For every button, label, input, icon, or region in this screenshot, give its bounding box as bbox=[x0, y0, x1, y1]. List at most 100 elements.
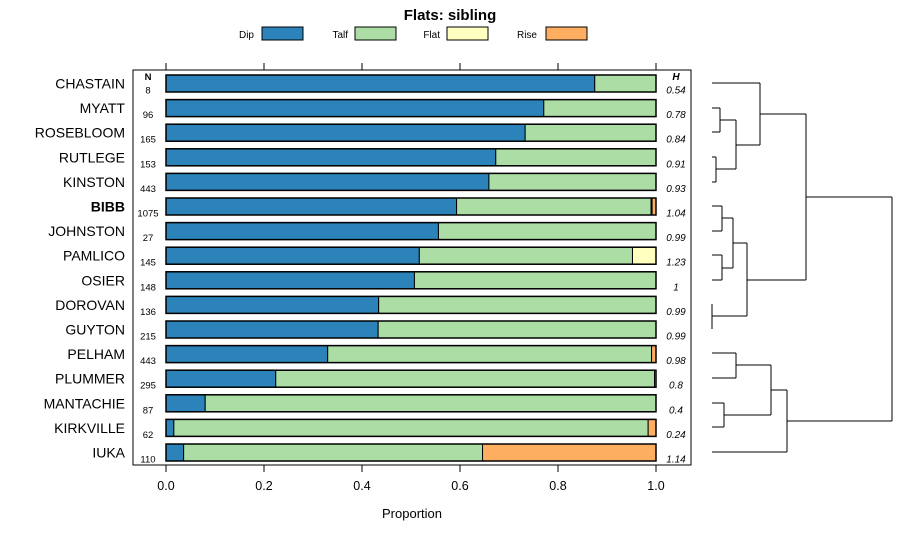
category-label: DOROVAN bbox=[55, 297, 125, 313]
legend-label-flat: Flat bbox=[423, 30, 440, 41]
h-value: 0.4 bbox=[669, 405, 683, 416]
legend-swatch-dip bbox=[261, 26, 304, 41]
x-tick-label: 0.4 bbox=[353, 479, 370, 493]
bar-segment-myatt-talf bbox=[543, 99, 657, 118]
n-value: 87 bbox=[143, 405, 154, 416]
bar-outline-johnston bbox=[165, 221, 657, 241]
x-tick-label: 1.0 bbox=[647, 479, 664, 493]
dendrogram-branch bbox=[711, 114, 892, 329]
legend-label-talf: Talf bbox=[332, 30, 348, 41]
h-value: 1 bbox=[673, 282, 679, 293]
legend-swatch-flat bbox=[446, 26, 489, 41]
h-value: 0.99 bbox=[666, 307, 686, 318]
bar-segment-kirkville-rise bbox=[647, 418, 657, 437]
h-value: 1.04 bbox=[666, 209, 686, 220]
bar-outline-guyton bbox=[165, 320, 657, 339]
h-value: 0.8 bbox=[669, 381, 683, 392]
h-value: 1.23 bbox=[666, 258, 686, 269]
bar-segment-kirkville-dip bbox=[165, 418, 175, 437]
bar-segment-bibb-dip bbox=[165, 197, 458, 216]
n-value: 62 bbox=[143, 430, 154, 441]
n-value: 110 bbox=[140, 455, 155, 466]
chart-legend: Dip Talf Flat Rise bbox=[239, 26, 588, 41]
bar-segment-plummer-dip bbox=[165, 369, 277, 388]
bar-outline-bibb bbox=[165, 197, 657, 216]
h-value: 1.14 bbox=[666, 455, 686, 466]
bar-outline-myatt bbox=[165, 98, 657, 118]
bar-segment-guyton-dip bbox=[165, 320, 379, 339]
bar-segment-pamlico-dip bbox=[165, 246, 420, 265]
h-value: 0.78 bbox=[666, 110, 686, 121]
n-value: 8 bbox=[145, 86, 150, 97]
bar-outline-kirkville bbox=[165, 418, 657, 438]
bars-group bbox=[165, 74, 657, 462]
n-value: 148 bbox=[140, 282, 156, 293]
category-label: CHASTAIN bbox=[55, 76, 125, 92]
bar-segment-pamlico-flat bbox=[631, 246, 657, 265]
dendrogram-branch bbox=[712, 197, 893, 453]
category-labels: CHASTAIN MYATT ROSEBLOOM RUTLEGE KINSTON BIBB… bbox=[35, 76, 126, 461]
bar-outline-plummer bbox=[165, 369, 657, 388]
h-value: 0.24 bbox=[666, 430, 686, 441]
bar-outline-rutlege bbox=[165, 148, 657, 167]
category-label: GUYTON bbox=[65, 322, 125, 338]
h-value: 0.93 bbox=[666, 184, 686, 195]
x-tick-label: 0.6 bbox=[451, 479, 468, 493]
bar-segment-iuka-rise bbox=[482, 443, 657, 462]
n-value: 443 bbox=[140, 184, 156, 195]
bar-segment-pelham-talf bbox=[327, 345, 653, 364]
bar-segment-osier-talf bbox=[413, 271, 657, 290]
category-label: IUKA bbox=[92, 445, 125, 461]
n-value: 443 bbox=[140, 356, 156, 367]
plot-frame bbox=[132, 69, 692, 466]
legend-label-dip: Dip bbox=[239, 30, 254, 41]
bar-outline-dorovan bbox=[165, 295, 657, 315]
bar-segment-iuka-talf bbox=[183, 443, 484, 462]
h-value-labels: 0.54 0.78 0.84 0.91 0.93 1.04 0.99 1.23 1 0.99 0.9… bbox=[666, 86, 686, 466]
bar-segment-pamlico-talf bbox=[418, 246, 633, 265]
category-label: PELHAM bbox=[67, 346, 125, 362]
category-label: KIRKVILLE bbox=[54, 420, 125, 436]
n-value: 165 bbox=[140, 135, 156, 146]
h-value: 0.99 bbox=[666, 233, 686, 244]
n-column-header: N bbox=[145, 72, 152, 83]
bar-segment-plummer-talf bbox=[275, 369, 656, 388]
bar-segment-rosebloom-dip bbox=[165, 123, 526, 142]
bar-segment-rutlege-dip bbox=[165, 148, 497, 167]
legend-swatch-talf bbox=[354, 26, 397, 41]
bar-segment-guyton-talf bbox=[377, 320, 657, 339]
dendrogram bbox=[711, 82, 893, 453]
bar-outline-mantachie bbox=[165, 394, 657, 413]
bar-segment-kinston-talf bbox=[488, 172, 657, 191]
bar-segment-kirkville-talf bbox=[173, 418, 649, 437]
category-label: RUTLEGE bbox=[59, 149, 125, 165]
n-value: 1075 bbox=[137, 209, 158, 220]
n-value: 295 bbox=[140, 381, 156, 392]
category-label: PAMLICO bbox=[63, 248, 125, 264]
bar-segment-pelham-dip bbox=[165, 345, 329, 364]
legend-swatch-rise bbox=[545, 26, 588, 41]
category-label: ROSEBLOOM bbox=[35, 125, 125, 141]
bar-outline-osier bbox=[165, 271, 657, 290]
x-tick-label: 0.8 bbox=[549, 479, 566, 493]
dendrogram-branch bbox=[712, 82, 806, 183]
h-value: 0.98 bbox=[666, 356, 686, 367]
category-label: MYATT bbox=[80, 100, 126, 116]
n-value: 153 bbox=[140, 159, 156, 170]
category-label: MANTACHIE bbox=[44, 395, 125, 411]
n-value: 215 bbox=[140, 332, 156, 343]
x-axis-label: Proportion bbox=[382, 506, 442, 521]
bar-segment-chastain-talf bbox=[594, 74, 657, 93]
x-tick-label: 0.0 bbox=[157, 479, 174, 493]
bar-segment-myatt-dip bbox=[165, 99, 545, 118]
bar-segment-rosebloom-talf bbox=[524, 123, 657, 142]
category-label: JOHNSTON bbox=[48, 223, 125, 239]
bar-segment-chastain-dip bbox=[165, 74, 596, 93]
n-value: 136 bbox=[140, 307, 156, 318]
h-value: 0.99 bbox=[666, 332, 686, 343]
bar-segment-mantachie-dip bbox=[165, 394, 206, 413]
category-label: PLUMMER bbox=[55, 371, 125, 387]
bar-segment-kinston-dip bbox=[165, 172, 490, 191]
bar-segment-johnston-dip bbox=[165, 222, 439, 241]
